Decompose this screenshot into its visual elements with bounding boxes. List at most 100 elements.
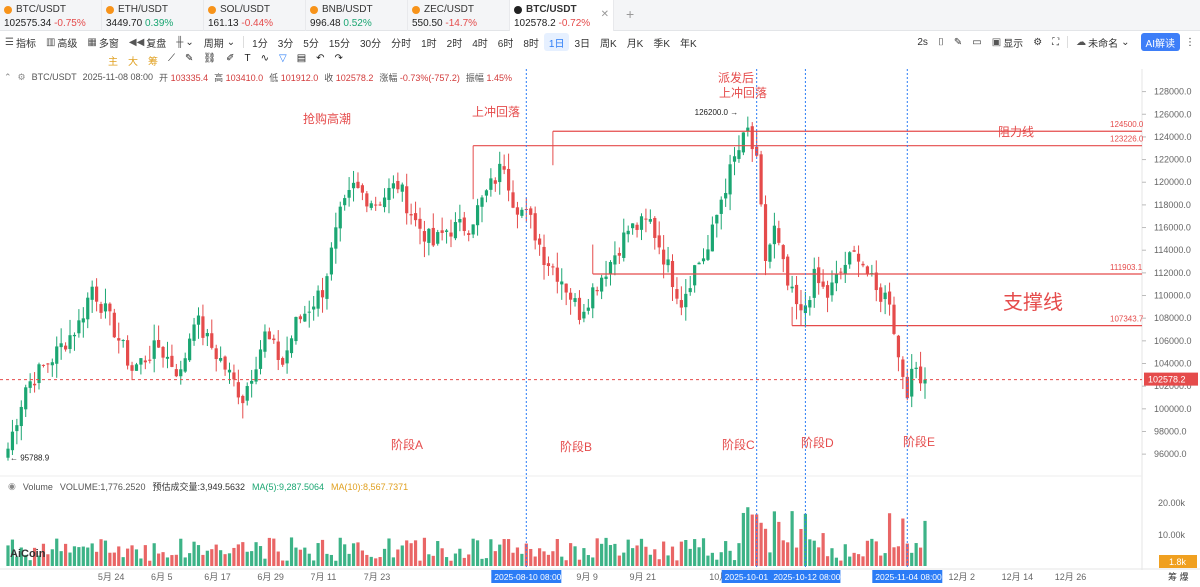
filter-icon[interactable]: ▽ — [278, 53, 287, 64]
symbol-tab[interactable]: ZEC/USDT 550.50 -14.7% — [408, 0, 510, 31]
close-icon[interactable]: ✕ — [600, 9, 609, 20]
interval-2[interactable]: 5分 — [303, 38, 319, 50]
interval-9[interactable]: 6时 — [497, 38, 514, 50]
interval-7[interactable]: 2时 — [446, 38, 463, 50]
candle-body — [436, 232, 440, 244]
candle-body — [59, 343, 63, 348]
current-price-label: 102578.2 — [1148, 375, 1186, 385]
volume-bar — [582, 548, 586, 566]
interval-4[interactable]: 30分 — [359, 38, 382, 50]
candle-body — [786, 256, 790, 286]
candle-body — [24, 387, 28, 410]
candle-body — [254, 369, 258, 382]
interval-15[interactable]: 季K — [653, 38, 671, 50]
more-options-icon[interactable]: ⋮ — [1185, 36, 1195, 48]
volume-bar — [201, 554, 205, 566]
camera-icon[interactable]: ⌷ — [937, 36, 944, 48]
interval-16[interactable]: 年K — [680, 38, 697, 50]
ai-interpret-button[interactable]: AI解读 — [1140, 33, 1180, 51]
undo-icon[interactable]: ↶ — [316, 53, 325, 64]
interval-13[interactable]: 周K — [600, 38, 617, 50]
candle-body — [72, 334, 77, 337]
volume-bar — [449, 560, 453, 566]
symbol-tab[interactable]: BNB/USDT 996.48 0.52% — [306, 0, 408, 31]
symbol-tab[interactable]: BTC/USDT 102575.34 -0.75% — [0, 0, 102, 31]
indicators-button[interactable]: ☰ 指标 — [0, 33, 41, 51]
volume-bar — [165, 557, 170, 566]
layout-icon[interactable]: ▭ — [972, 36, 982, 48]
chart-type-button[interactable]: ╫ ⌄ — [171, 33, 198, 51]
volume-bar — [254, 542, 258, 566]
redo-icon[interactable]: ↷ — [334, 53, 343, 64]
interval-3[interactable]: 15分 — [328, 38, 350, 50]
interval-12[interactable]: 3日 — [574, 38, 591, 50]
interval-5[interactable]: 分时 — [391, 38, 412, 50]
volume-bar — [918, 547, 923, 566]
candle-body — [99, 304, 103, 313]
refresh-label: 2s — [917, 36, 928, 48]
collapse-icon[interactable]: ⌃ — [4, 71, 12, 82]
current-price-tag — [1144, 372, 1198, 386]
volume-bar — [418, 560, 422, 566]
amplitude-value: 1.45% — [486, 72, 512, 83]
curve-icon[interactable]: ∿ — [260, 53, 269, 64]
volume-bar — [608, 545, 613, 566]
candle-body — [790, 286, 794, 289]
symbol-tab-active[interactable]: BTC/USDT 102578.2 -0.72% ✕ — [510, 0, 614, 31]
replay-label: 复盘 — [146, 38, 167, 50]
fullscreen-icon[interactable]: ⛶ — [1052, 36, 1060, 48]
symbol-tab[interactable]: SOL/USDT 161.13 -0.44% — [204, 0, 306, 31]
candle-body — [453, 222, 458, 239]
volume-bar — [285, 560, 289, 566]
candle-body — [506, 168, 511, 191]
interval-11[interactable]: 1日 — [543, 33, 570, 51]
candle-body — [808, 300, 812, 308]
candle-body — [923, 379, 927, 384]
interval-1[interactable]: 3分 — [277, 38, 294, 50]
candle-body — [604, 276, 608, 279]
interval-10[interactable]: 8时 — [523, 38, 539, 50]
main-tool[interactable]: 主 — [108, 57, 118, 68]
interval-0[interactable]: 1分 — [252, 38, 268, 50]
text-icon[interactable]: T — [244, 53, 251, 64]
candle-body — [475, 205, 480, 226]
interval-14[interactable]: 月K — [626, 38, 644, 50]
amplitude-label: 振幅 — [465, 72, 484, 83]
x-tick-label: 10月 — [709, 572, 728, 582]
volume-bar — [848, 556, 852, 566]
volume-bar — [276, 551, 280, 566]
ohlc-date: 2025-11-08 08:00 — [82, 72, 154, 82]
cloud-save-button[interactable]: ☁ 未命名 ⌄ — [1071, 33, 1134, 51]
symbol-tab[interactable]: ETH/USDT 3449.70 0.39% — [102, 0, 204, 31]
eye-icon[interactable]: ◉ — [8, 481, 16, 491]
candle-body — [267, 331, 271, 340]
period-button[interactable]: 周期 ⌄ — [199, 33, 240, 51]
add-tab-icon[interactable]: + — [626, 6, 635, 22]
volume-bar — [214, 544, 218, 566]
display-button[interactable]: ▣ 显示 — [987, 33, 1028, 51]
replay-button[interactable]: ◀◀ 复盘 — [124, 33, 171, 51]
settings-icon[interactable]: ⚙ — [17, 71, 26, 82]
candle-body — [418, 218, 422, 229]
big-tool[interactable]: 大 — [128, 57, 138, 68]
volume-bar — [546, 554, 551, 566]
brush-icon[interactable]: ✐ — [226, 53, 235, 64]
interval-8[interactable]: 4时 — [472, 38, 488, 50]
pen-icon[interactable]: ✎ — [185, 53, 194, 64]
candle-body — [852, 250, 856, 252]
chips-tool[interactable]: 筹 — [148, 57, 158, 68]
cursor-icon[interactable]: ⟋ — [168, 53, 175, 64]
edit-icon[interactable]: ✎ — [953, 36, 963, 48]
link-icon[interactable]: ⛓ — [203, 53, 217, 64]
trash-icon[interactable]: ▤ — [296, 53, 307, 64]
volume-bar — [148, 560, 152, 566]
settings-gear-icon[interactable]: ⚙ — [1033, 36, 1043, 48]
refresh-rate[interactable]: 2s — [912, 33, 933, 51]
ohlc-symbol: BTC/USDT — [31, 72, 77, 82]
advanced-button[interactable]: ▥ 高级 — [41, 33, 82, 51]
multi-window-button[interactable]: ▦ 多窗 — [82, 33, 123, 51]
candle-body — [103, 303, 108, 312]
interval-6[interactable]: 1时 — [421, 38, 437, 50]
candle-body — [892, 304, 896, 334]
